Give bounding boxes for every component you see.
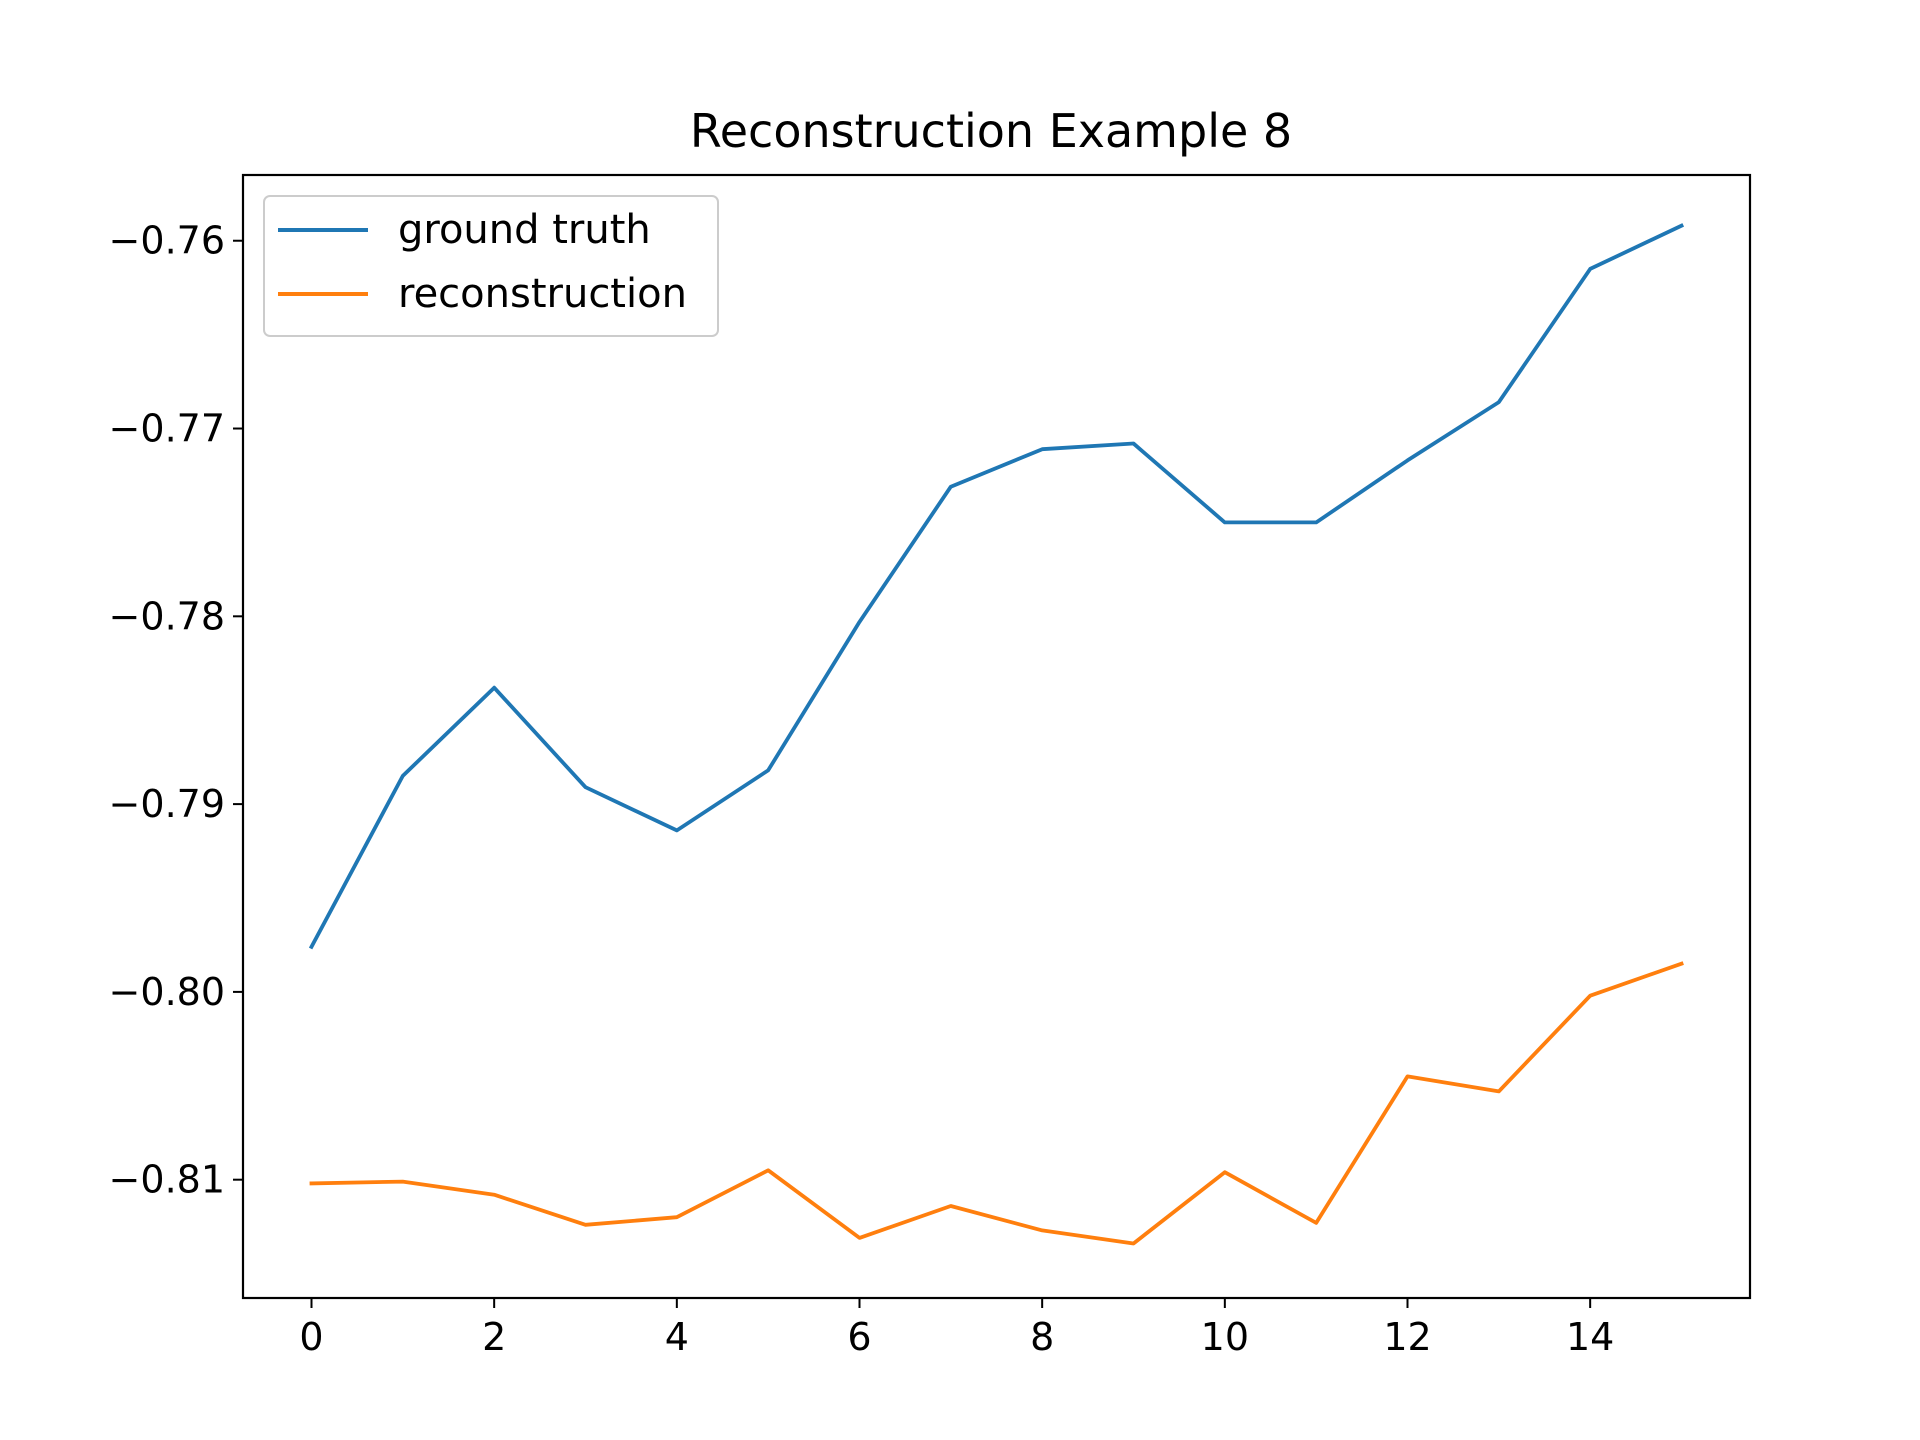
y-axis: −0.76 −0.77 −0.78 −0.79 −0.80 −0.81 <box>109 219 243 1202</box>
x-tick-label: 8 <box>1030 1315 1054 1359</box>
y-tick-label: −0.77 <box>109 407 225 451</box>
y-tick-label: −0.79 <box>109 782 225 826</box>
x-tick-label: 10 <box>1201 1315 1249 1359</box>
x-axis: 0 2 4 6 8 10 12 14 <box>299 1298 1614 1359</box>
series-line-1 <box>309 961 1684 1246</box>
y-tick-label: −0.76 <box>109 219 225 263</box>
legend-label: ground truth <box>398 207 651 253</box>
x-tick-label: 12 <box>1383 1315 1431 1359</box>
series-line-0 <box>308 223 1685 950</box>
chart-title: Reconstruction Example 8 <box>690 104 1292 158</box>
legend-box <box>263 195 719 337</box>
y-tick-label: −0.81 <box>109 1158 225 1202</box>
legend: ground truth reconstruction <box>263 195 719 337</box>
plot-area <box>308 223 1685 1246</box>
y-tick-label: −0.78 <box>109 594 225 638</box>
legend-label: reconstruction <box>398 271 687 317</box>
x-tick-label: 2 <box>482 1315 506 1359</box>
x-tick-label: 0 <box>299 1315 323 1359</box>
x-tick-label: 14 <box>1566 1315 1614 1359</box>
y-tick-label: −0.80 <box>109 970 225 1014</box>
axes-frame <box>241 173 1752 1300</box>
x-tick-label: 6 <box>847 1315 871 1359</box>
x-tick-label: 4 <box>665 1315 689 1359</box>
